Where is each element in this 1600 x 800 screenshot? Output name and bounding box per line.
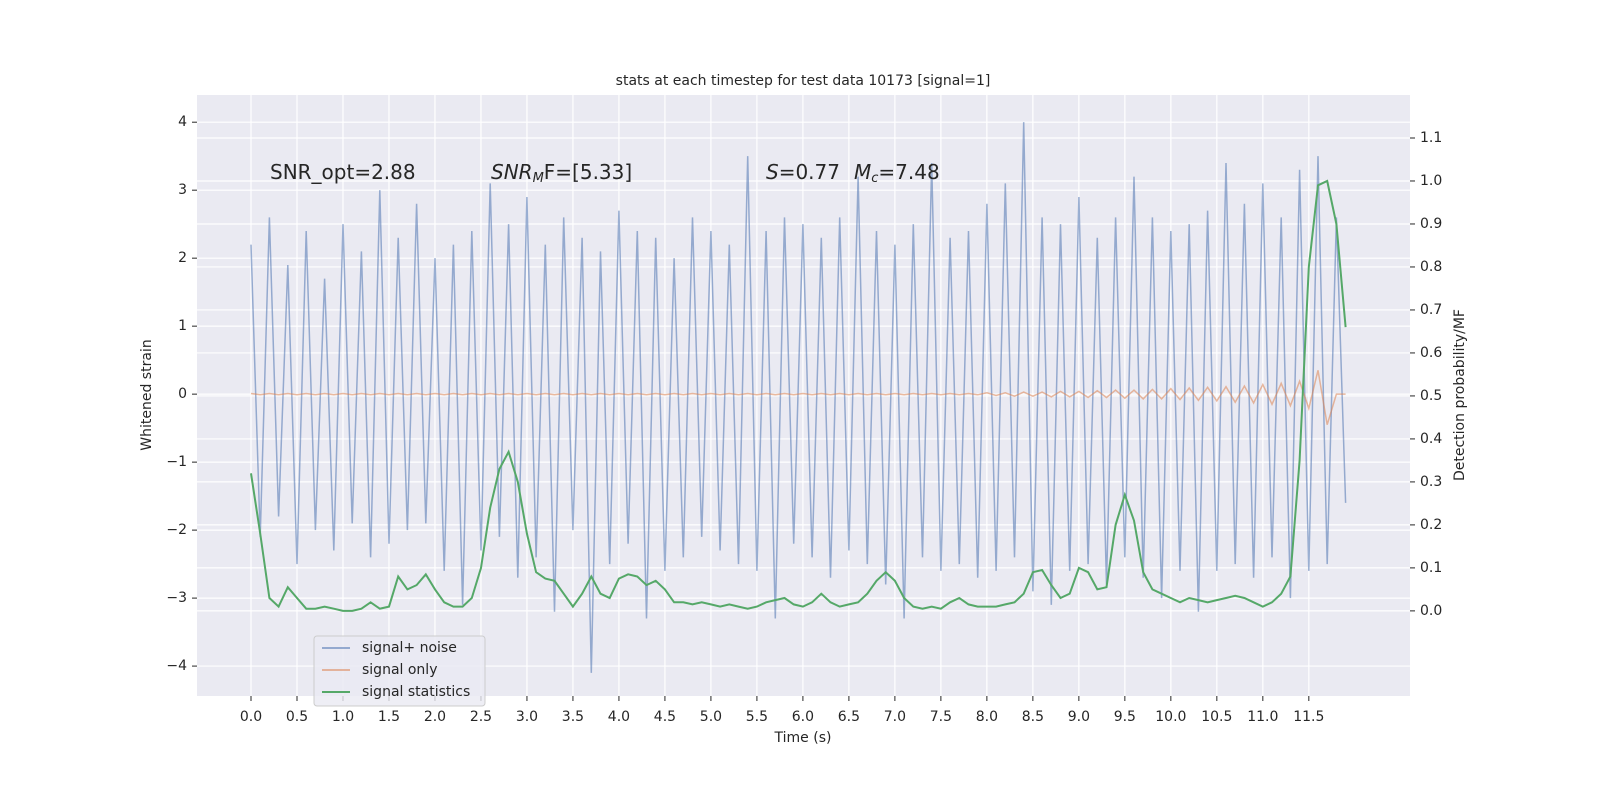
y-axis-label: Whitened strain	[139, 339, 155, 450]
y2-tick-label: 0.3	[1420, 474, 1442, 490]
x-tick-label: 8.0	[976, 709, 998, 725]
marks	[250, 122, 1347, 673]
annotation-part: S	[766, 160, 779, 184]
x-tick-label: 5.0	[700, 709, 722, 725]
x-tick-label: 11.5	[1293, 709, 1324, 725]
annotation-part: =0.77	[779, 160, 840, 184]
y-tick-label: 2	[178, 250, 187, 266]
x-tick-label: 2.0	[424, 709, 446, 725]
y-tick-label: −3	[166, 590, 187, 606]
y2-tick-label: 0.4	[1420, 431, 1442, 447]
y-tick-label: 3	[178, 182, 187, 198]
x-tick-label: 1.0	[332, 709, 354, 725]
x-tick-label: 6.0	[792, 709, 814, 725]
y-tick-label: 0	[178, 386, 187, 402]
x-tick-label: 7.5	[930, 709, 952, 725]
annotation-part: F=[5.33]	[544, 160, 632, 184]
y2-tick-label: 0.7	[1420, 302, 1442, 318]
x-tick-label: 4.5	[654, 709, 676, 725]
y2-tick-label: 0.9	[1420, 216, 1442, 232]
series-line	[250, 122, 1347, 673]
y2-axis-label: Detection probability/MF	[1452, 309, 1468, 481]
x-tick-label: 0.5	[286, 709, 308, 725]
y-tick-label: 4	[178, 114, 187, 130]
x-tick-label: 2.5	[470, 709, 492, 725]
annotation-part: M	[533, 171, 544, 186]
x-tick-label: 0.0	[240, 709, 262, 725]
chart-title: stats at each timestep for test data 101…	[616, 73, 991, 89]
x-tick-label: 5.5	[746, 709, 768, 725]
x-tick-label: 7.0	[884, 709, 906, 725]
legend-label: signal statistics	[362, 684, 470, 700]
x-tick-label: 3.5	[562, 709, 584, 725]
annotation: S=0.77 Mc=7.48	[766, 160, 940, 186]
x-tick-label: 1.5	[378, 709, 400, 725]
y2-tick-label: 0.5	[1420, 388, 1442, 404]
x-tick-label: 4.0	[608, 709, 630, 725]
x-tick-label: 9.0	[1068, 709, 1090, 725]
y2-tick-label: 0.8	[1420, 259, 1442, 275]
y2-tick-label: 1.0	[1420, 173, 1442, 189]
y2-tick-label: 0.1	[1420, 560, 1442, 576]
y-tick-label: −2	[166, 522, 187, 538]
x-tick-label: 10.5	[1201, 709, 1232, 725]
annotation-part: SNR	[491, 160, 533, 184]
y2-tick-label: 0.6	[1420, 345, 1442, 361]
annotation-part: SNR_opt=2.88	[270, 160, 416, 184]
x-tick-label: 3.0	[516, 709, 538, 725]
series-line	[250, 179, 1347, 612]
legend: signal+ noise signal only signal statistic…	[313, 635, 486, 707]
x-tick-label: 10.0	[1155, 709, 1186, 725]
x-tick-label: 6.5	[838, 709, 860, 725]
y-tick-label: −4	[166, 658, 187, 674]
annotation-part: M	[854, 160, 871, 184]
annotation-part: =7.48	[878, 160, 939, 184]
annotation-part: c	[871, 171, 878, 186]
legend-label: signal only	[362, 662, 437, 678]
series-line	[250, 370, 1346, 425]
x-axis-label: Time (s)	[774, 730, 832, 746]
labels: 0.0 0.5 1.0 1.5 2.0 2.5 3.0 3.5 4.0 4.5 5.0 5.5 6.0 6…	[166, 114, 1442, 725]
legend-box	[313, 635, 486, 707]
x-tick-label: 8.5	[1022, 709, 1044, 725]
annotation: SNRMF=[5.33]	[491, 160, 632, 186]
y2-tick-label: 1.1	[1420, 130, 1442, 146]
legend-label: signal+ noise	[362, 640, 457, 656]
y2-tick-label: 0.2	[1420, 517, 1442, 533]
annotation: SNR_opt=2.88	[270, 160, 416, 184]
y-tick-label: −1	[166, 454, 187, 470]
x-tick-label: 11.0	[1247, 709, 1278, 725]
y-tick-label: 1	[178, 318, 187, 334]
y2-tick-label: 0.0	[1420, 603, 1442, 619]
x-tick-label: 9.5	[1114, 709, 1136, 725]
